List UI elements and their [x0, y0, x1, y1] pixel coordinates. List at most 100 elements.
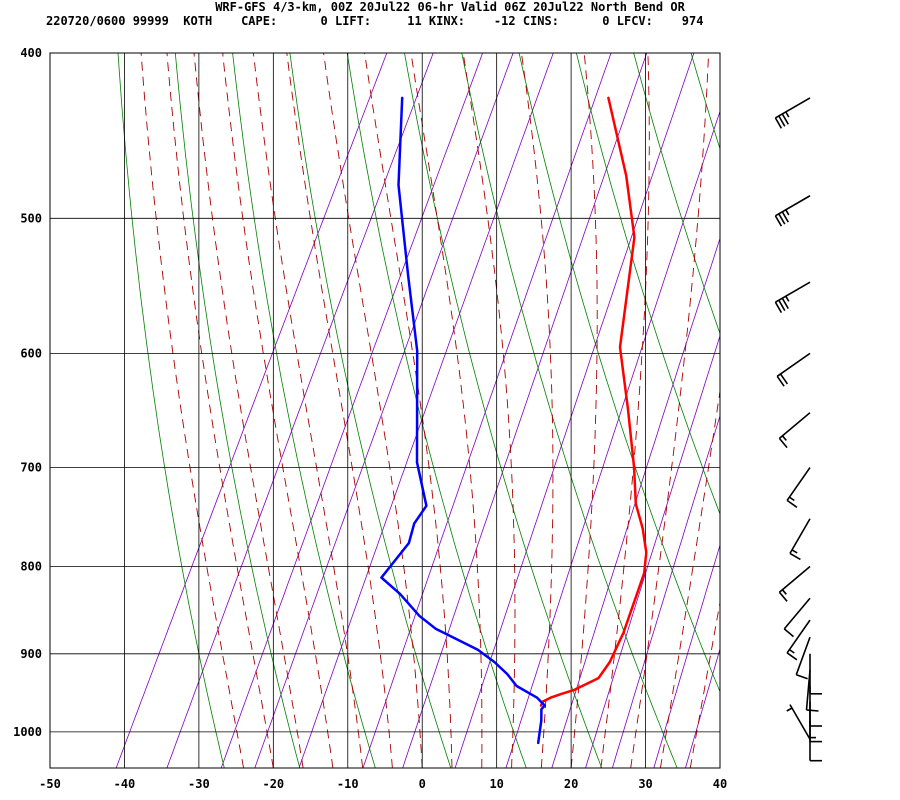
- wind-barb-flag: [774, 301, 783, 313]
- x-tick-label: 20: [564, 777, 578, 791]
- mixing-ratio-line: [362, 53, 612, 768]
- chart-subtitle-indices: 220720/0600 99999 KOTH CAPE: 0 LIFT: 11 …: [46, 14, 703, 28]
- mixing-ratio-line: [166, 53, 434, 768]
- wind-barb: [774, 97, 811, 129]
- moist-adiabat-line: [659, 387, 720, 768]
- mixing-ratio-line: [298, 53, 554, 768]
- wind-barb-flag: [778, 213, 786, 225]
- y-tick-label: 700: [20, 461, 42, 475]
- wind-barb-flag: [789, 552, 801, 561]
- y-tick-label: 400: [20, 46, 42, 60]
- dry-adiabat-line: [346, 53, 527, 768]
- dry-adiabat-line: [690, 53, 720, 151]
- wind-barb-staff: [783, 597, 811, 630]
- wind-barb-half-flag: [785, 111, 790, 118]
- wind-barb-staff: [786, 467, 811, 501]
- dry-adiabat-line: [518, 53, 720, 693]
- sounding-profiles: [380, 96, 648, 745]
- moist-adiabat-line: [166, 53, 274, 768]
- mixing-ratio-line: [220, 53, 483, 768]
- wind-barb: [786, 467, 811, 508]
- wind-barb: [774, 195, 811, 227]
- wind-barb: [789, 518, 811, 561]
- moist-adiabat-line: [286, 53, 393, 768]
- wind-barb-staff: [776, 352, 811, 377]
- wind-barb-flag: [778, 115, 786, 127]
- wind-barb-flag: [774, 117, 783, 129]
- y-tick-label: 1000: [13, 725, 42, 739]
- wind-barb-staff: [774, 195, 811, 217]
- x-tick-label: -20: [262, 777, 284, 791]
- background-lines: [115, 53, 900, 768]
- wind-barb-staff: [786, 619, 811, 654]
- x-tick-label: -50: [39, 777, 61, 791]
- moist-adiabat-line: [323, 53, 423, 768]
- wind-barb-staff: [789, 518, 811, 554]
- wind-barb: [809, 653, 822, 695]
- dry-adiabat-line: [289, 53, 452, 768]
- wind-barb: [786, 619, 811, 661]
- dry-adiabat-line: [863, 53, 900, 768]
- moist-adiabat-line: [630, 53, 710, 768]
- plot-frame: [49, 52, 721, 769]
- x-tick-label: 10: [489, 777, 503, 791]
- wind-barb-flag: [781, 113, 789, 125]
- plot-area: [49, 52, 900, 769]
- mixing-ratio-line: [653, 543, 720, 768]
- mixing-ratio-line: [115, 53, 388, 768]
- gridlines: [50, 53, 720, 768]
- wind-barb-staff: [774, 97, 811, 119]
- wind-barb: [809, 701, 822, 743]
- wind-barb: [805, 670, 819, 712]
- wind-barb: [795, 636, 811, 680]
- mixing-ratio-line: [612, 414, 720, 768]
- wind-barb: [809, 720, 822, 762]
- wind-barb-flag: [779, 373, 789, 385]
- tick-labels: 400 500 600 700 800 900 1000 -50 -40 -30 -20 -10 0 10…: [13, 46, 727, 791]
- y-tick-label: 600: [20, 346, 42, 360]
- x-tick-label: 30: [638, 777, 652, 791]
- y-tick-label: 500: [20, 211, 42, 225]
- mixing-ratio-line: [685, 647, 720, 768]
- temperature-profile-line: [539, 96, 648, 707]
- wind-barb-staff: [778, 565, 811, 593]
- moist-adiabat-line: [719, 765, 720, 768]
- wind-barb: [809, 686, 822, 727]
- moist-adiabat-line: [600, 53, 650, 768]
- moist-adiabat-line: [252, 53, 364, 768]
- wind-barb-flag: [783, 628, 795, 638]
- chart-title: WRF-GFS 4/3-km, 00Z 20Jul22 06-hr Valid …: [215, 0, 685, 14]
- dry-adiabat-line: [461, 53, 678, 768]
- dry-adiabat-line: [576, 53, 720, 516]
- x-tick-label: 40: [713, 777, 727, 791]
- y-tick-label: 900: [20, 647, 42, 661]
- dry-adiabat-line: [117, 53, 225, 768]
- wind-barb-flag: [778, 437, 788, 449]
- wind-barb-staff: [795, 636, 811, 675]
- mixing-ratio-line: [254, 53, 514, 768]
- wind-barb-half-flag: [788, 648, 795, 654]
- wind-barb-flag: [781, 297, 789, 309]
- wind-barb-half-flag: [786, 707, 793, 712]
- wind-barb-flag: [776, 375, 785, 387]
- moist-adiabat-line: [462, 53, 516, 768]
- dry-adiabat-line: [174, 53, 301, 768]
- wind-barb: [783, 597, 811, 638]
- moist-adiabat-line: [520, 53, 554, 768]
- wind-barb: [774, 281, 811, 313]
- wind-barb: [786, 704, 811, 740]
- x-tick-label: 0: [419, 777, 426, 791]
- mixing-ratio-line: [551, 237, 720, 768]
- wind-barb-flag: [778, 591, 788, 602]
- mixing-ratio-line: [505, 110, 720, 768]
- x-tick-label: -40: [114, 777, 136, 791]
- wind-barb-half-flag: [781, 589, 787, 595]
- wind-barb-flag: [786, 499, 798, 508]
- wind-barb-flag: [778, 299, 786, 311]
- dry-adiabat-line: [633, 53, 720, 335]
- moist-adiabat-line: [193, 53, 304, 768]
- wind-barb-flag: [781, 211, 789, 223]
- dewpoint-profile-line: [380, 96, 546, 745]
- wind-barb-staff: [789, 704, 811, 740]
